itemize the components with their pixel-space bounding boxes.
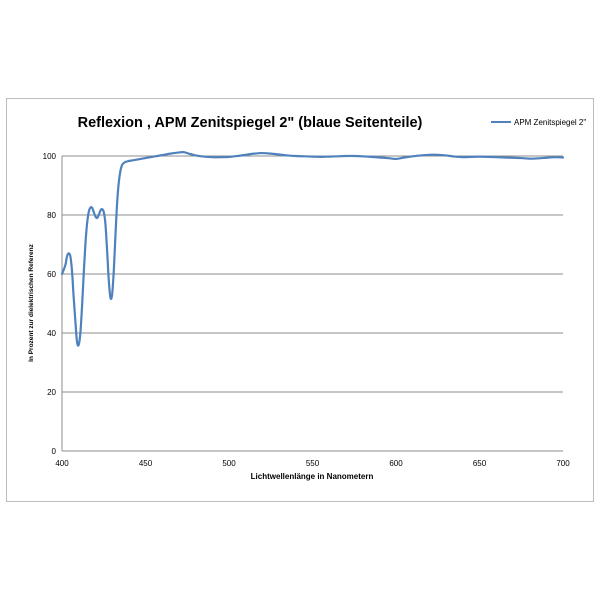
axes <box>61 156 563 452</box>
x-tick-label: 650 <box>473 459 487 468</box>
x-tick-label: 600 <box>389 459 403 468</box>
legend: APM Zenitspiegel 2" <box>491 118 586 127</box>
chart-frame <box>6 98 594 502</box>
x-tick-label: 400 <box>55 459 69 468</box>
gridlines <box>62 155 563 393</box>
x-tick-label: 450 <box>139 459 153 468</box>
y-tick-label: 80 <box>47 211 56 220</box>
chart-title: Reflexion , APM Zenitspiegel 2" (blaue S… <box>78 115 423 131</box>
y-tick-label: 0 <box>52 447 57 456</box>
x-tick-label: 700 <box>556 459 570 468</box>
x-tick-labels: 400 450 500 550 600 650 700 <box>55 459 570 468</box>
y-tick-labels: 0 20 40 60 80 100 <box>43 152 57 456</box>
y-tick-label: 40 <box>47 329 56 338</box>
x-axis-title: Lichtwellenlänge in Nanometern <box>251 472 374 481</box>
y-tick-label: 20 <box>47 388 56 397</box>
legend-label: APM Zenitspiegel 2" <box>514 118 586 127</box>
x-tick-label: 500 <box>222 459 236 468</box>
x-tick-label: 550 <box>306 459 320 468</box>
series-lines <box>60 150 565 347</box>
series-line-0 <box>60 150 565 347</box>
y-tick-label: 100 <box>43 152 57 161</box>
y-axis-title: In Prozent zur dielektrischen Referenz <box>28 243 35 362</box>
y-tick-label: 60 <box>47 270 56 279</box>
